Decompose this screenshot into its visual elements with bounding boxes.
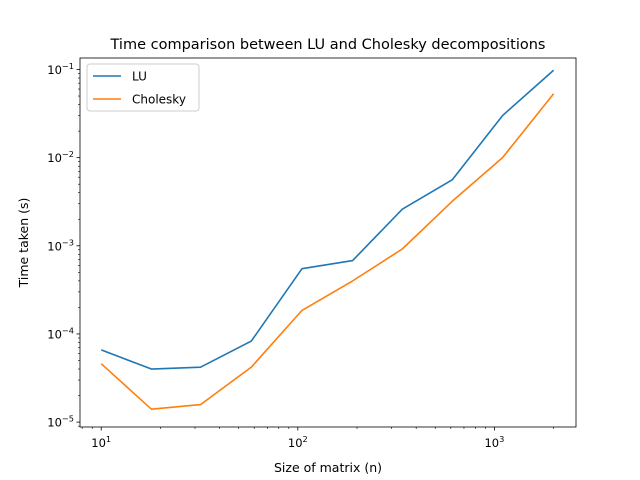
x-tick-label-exponent: 1 (106, 434, 111, 444)
x-tick-label-base: 10 (91, 436, 106, 450)
y-tick-label-exponent: −5 (62, 414, 74, 424)
y-tick-label: 10−4 (47, 325, 74, 341)
x-axis-ticks: 101 102 103 (81, 427, 554, 450)
x-tick-label-base: 10 (484, 436, 499, 450)
x-axis-label: Size of matrix (n) (274, 460, 382, 475)
y-tick-label-base: 10 (47, 63, 62, 77)
x-tick-label-exponent: 2 (303, 434, 308, 444)
y-tick-label-base: 10 (47, 239, 62, 253)
x-tick-label: 101 (91, 434, 111, 450)
y-tick-label-exponent: −1 (62, 61, 74, 71)
series-line-cholesky (100, 93, 555, 411)
y-tick-label: 10−3 (47, 237, 74, 253)
series-line-lu (100, 69, 555, 370)
y-tick-label-base: 10 (47, 151, 62, 165)
x-tick-label: 103 (484, 434, 504, 450)
x-tick-label-base: 10 (288, 436, 303, 450)
legend-label-cholesky: Cholesky (132, 93, 186, 107)
legend: LU Cholesky (86, 63, 200, 112)
y-tick-label: 10−5 (47, 414, 74, 430)
x-tick-label-exponent: 3 (499, 434, 504, 444)
y-tick-label-base: 10 (47, 327, 62, 341)
chart-title: Time comparison between LU and Cholesky … (110, 37, 546, 53)
legend-label-lu: LU (132, 70, 147, 84)
y-axis-label: Time taken (s) (16, 198, 31, 289)
y-tick-label: 10−2 (47, 149, 74, 165)
y-tick-label: 10−1 (47, 61, 74, 77)
y-tick-label-exponent: −3 (62, 237, 74, 247)
series-layer (100, 69, 555, 411)
y-tick-label-exponent: −2 (62, 149, 74, 159)
y-tick-label-exponent: −4 (62, 325, 74, 335)
y-axis-ticks: 10−510−410−310−210−1 (47, 61, 80, 430)
plot-area (80, 58, 576, 427)
x-tick-label: 102 (288, 434, 308, 450)
y-tick-label-base: 10 (47, 416, 62, 430)
plot-frame (79, 57, 577, 428)
